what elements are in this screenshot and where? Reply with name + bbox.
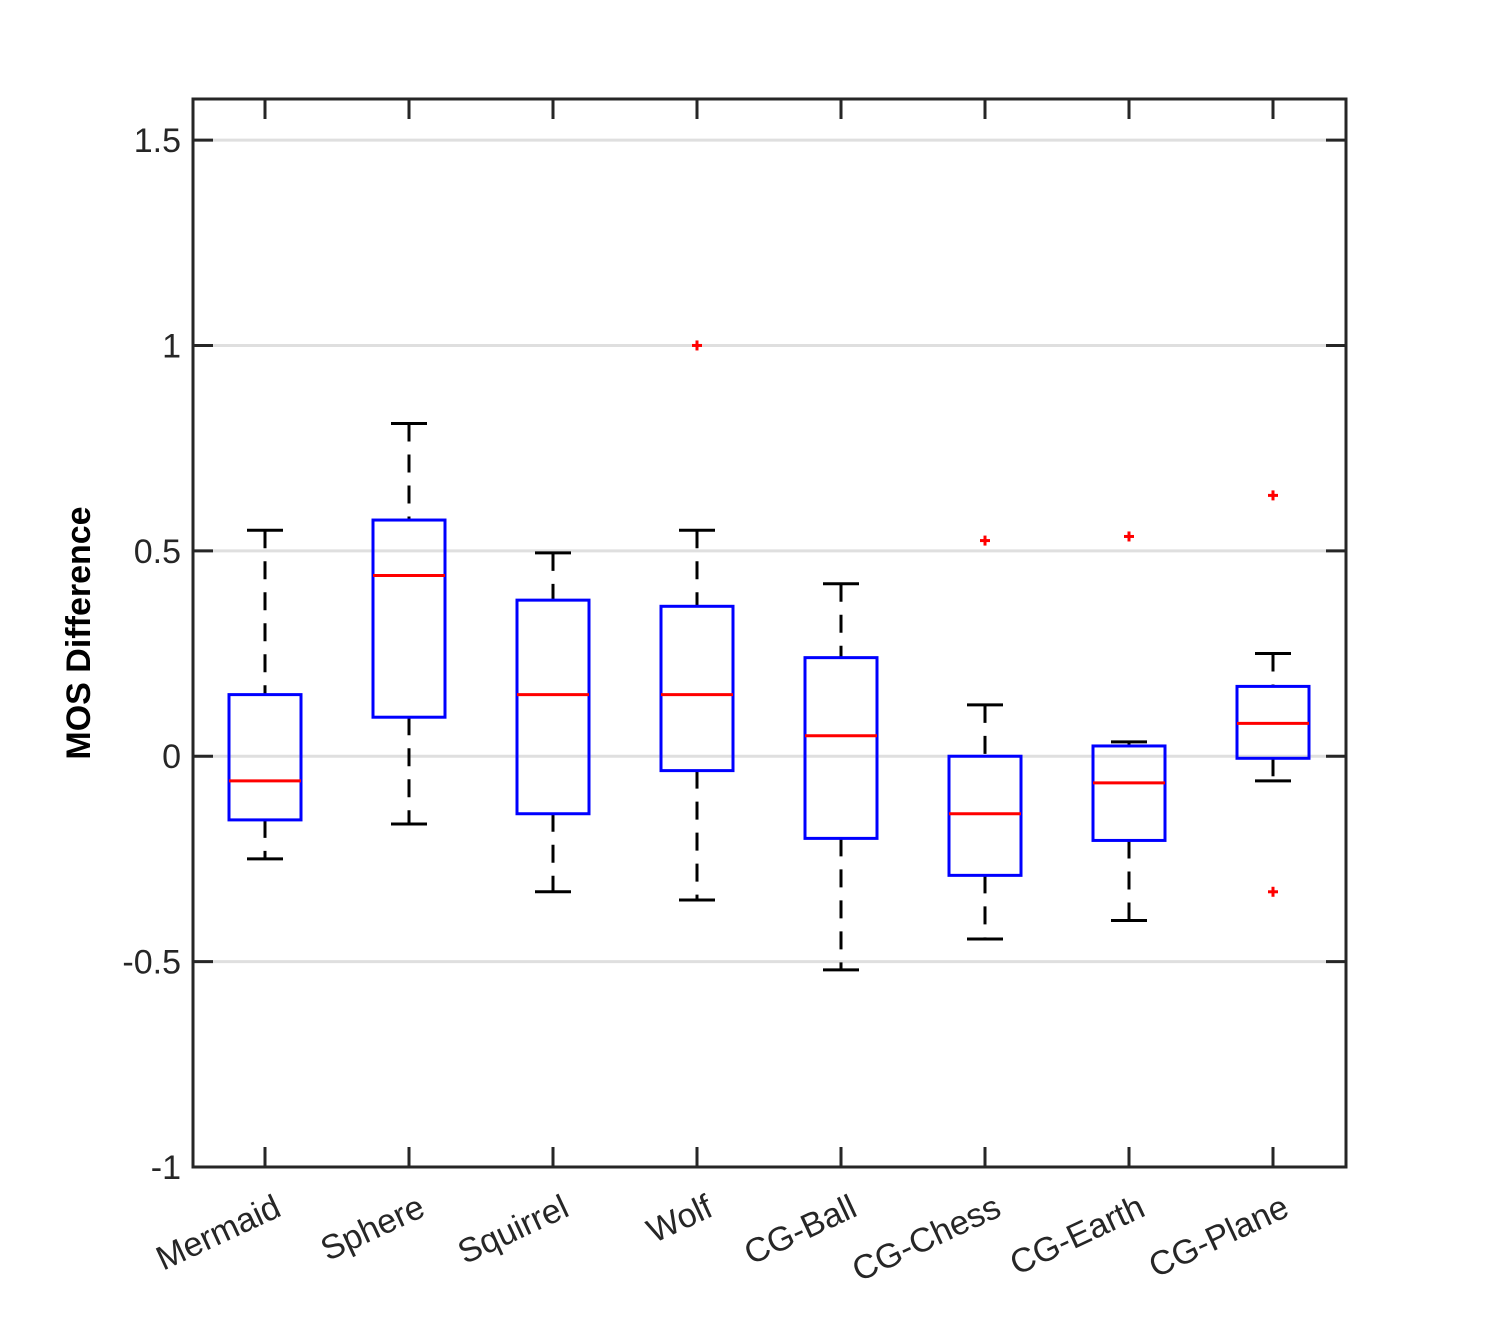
iqr-box: [227, 693, 303, 822]
y-axis-title: MOS Difference: [60, 506, 98, 759]
box-group-cg-chess: [947, 535, 1023, 941]
box-group-sphere: [371, 422, 447, 826]
iqr-box: [515, 598, 591, 816]
iqr-box: [803, 656, 879, 840]
outlier-point: [1268, 886, 1278, 897]
outlier-point: [980, 535, 990, 546]
y-tick-label: 1.5: [134, 122, 181, 160]
box-group-cg-ball: [803, 582, 879, 972]
plot-frame: [191, 97, 1348, 1169]
axes: [191, 97, 1348, 1169]
iqr-box: [371, 518, 447, 719]
box-group-mermaid: [227, 528, 303, 861]
y-tick-label: -1: [151, 1149, 181, 1187]
box-group-squirrel: [515, 551, 591, 894]
y-tick-label: 0: [162, 738, 181, 776]
outlier-point: [1268, 490, 1278, 501]
iqr-box: [1091, 744, 1167, 842]
boxes: [227, 340, 1311, 972]
box-group-cg-earth: [1091, 531, 1167, 923]
box-group-wolf: [659, 340, 735, 902]
outlier-point: [1124, 531, 1134, 542]
iqr-box: [659, 604, 735, 773]
iqr-box: [947, 754, 1023, 877]
grid-lines: [193, 138, 1346, 964]
y-tick-label: 1: [162, 327, 181, 365]
y-tick-label: 0.5: [134, 533, 181, 571]
y-tick-label: -0.5: [122, 944, 181, 982]
box-group-cg-plane: [1235, 490, 1311, 897]
outlier-point: [692, 340, 702, 351]
